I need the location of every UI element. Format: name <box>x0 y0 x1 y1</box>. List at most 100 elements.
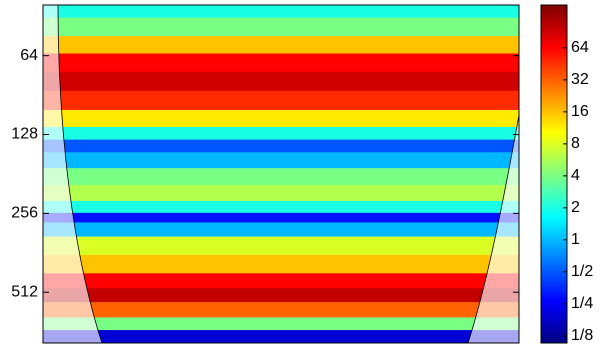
colorbar-swatch <box>541 202 567 206</box>
colorbar-swatch <box>541 89 567 93</box>
heat-band <box>43 200 519 214</box>
y-tick-label: 64 <box>20 47 38 64</box>
plot-frame <box>42 4 520 344</box>
colorbar-swatch <box>541 162 567 167</box>
colorbar-swatch <box>541 61 567 65</box>
colorbar-swatch <box>541 235 567 240</box>
colorbar-swatch <box>541 323 567 327</box>
colorbar-swatch <box>541 314 567 319</box>
colorbar-swatch <box>541 106 567 110</box>
colorbar-swatch <box>541 72 567 76</box>
colorbar-swatch <box>541 92 567 96</box>
colorbar-swatch <box>541 185 567 189</box>
colorbar-swatch <box>541 317 567 321</box>
colorbar-swatch <box>541 145 567 150</box>
colorbar-swatch <box>541 41 567 45</box>
colorbar-tick-label: 1/4 <box>571 295 593 312</box>
colorbar-swatch <box>541 258 567 262</box>
colorbar-swatch <box>541 112 567 116</box>
colorbar-swatch <box>541 334 567 338</box>
heat-band <box>43 184 519 202</box>
colorbar-swatch <box>541 283 567 288</box>
colorbar-swatch <box>541 117 567 121</box>
colorbar-swatch <box>541 306 567 310</box>
colorbar-swatch <box>541 182 567 186</box>
colorbar-tick-label: 16 <box>571 103 589 120</box>
colorbar-swatch <box>541 143 567 147</box>
colorbar-swatch <box>541 114 567 119</box>
colorbar-swatch <box>541 16 567 20</box>
colorbar-swatch <box>541 151 567 155</box>
colorbar-swatch <box>541 300 567 305</box>
colorbar-swatch <box>541 21 567 26</box>
heat-band <box>43 139 519 153</box>
heat-band <box>43 302 519 318</box>
colorbar-swatch <box>541 292 567 296</box>
heat-band <box>43 17 519 37</box>
heat-band <box>43 330 519 343</box>
colorbar-tick-label: 4 <box>571 167 580 184</box>
colorbar-swatch <box>541 168 567 172</box>
heat-band <box>43 212 519 223</box>
colorbar-swatch <box>541 50 567 54</box>
colorbar-swatch <box>541 13 567 17</box>
colorbar-swatch <box>541 326 567 330</box>
colorbar-frame <box>540 4 568 344</box>
colorbar-swatch <box>541 24 567 29</box>
cone-of-influence <box>43 5 519 343</box>
y-tick-label: 128 <box>11 126 38 143</box>
colorbar-swatch <box>541 52 567 57</box>
heat-band <box>43 53 519 73</box>
colorbar-swatch <box>541 86 567 90</box>
colorbar-swatch <box>541 126 567 130</box>
colorbar-swatch <box>541 340 567 344</box>
colorbar-swatch <box>541 221 567 226</box>
colorbar-swatch <box>541 289 567 293</box>
colorbar-swatch <box>541 199 567 203</box>
heat-band <box>43 126 519 141</box>
colorbar-swatch <box>541 204 567 209</box>
colorbar-tick-label: 8 <box>571 135 580 152</box>
colorbar-swatch <box>541 165 567 169</box>
heat-band <box>43 109 519 128</box>
colorbar-swatch <box>541 128 567 133</box>
colorbar-swatch <box>541 250 567 254</box>
colorbar-tick-label: 1 <box>571 231 580 248</box>
colorbar-swatch <box>541 137 567 141</box>
heat-band <box>43 222 519 238</box>
y-tick-label: 512 <box>11 283 38 300</box>
colorbar-swatch <box>541 272 567 276</box>
colorbar-swatch <box>541 224 567 229</box>
colorbar-swatch <box>541 35 567 40</box>
colorbar-swatch <box>541 154 567 158</box>
plot-area <box>43 5 519 343</box>
heat-band <box>43 317 519 331</box>
colorbar-swatch <box>541 210 567 214</box>
colorbar-swatch <box>541 44 567 48</box>
colorbar-swatch <box>541 83 567 88</box>
heat-band <box>43 273 519 289</box>
colorbar-swatch <box>541 120 567 124</box>
colorbar-swatch <box>541 255 567 259</box>
heat-band <box>43 5 519 19</box>
colorbar-swatch <box>541 266 567 271</box>
colorbar-swatch <box>541 81 567 85</box>
colorbar-swatch <box>541 230 567 234</box>
heat-band <box>43 152 519 169</box>
colorbar-tick-label: 32 <box>571 71 589 88</box>
colorbar-swatch <box>541 64 567 68</box>
colorbar-swatch <box>541 148 567 152</box>
colorbar-swatch <box>541 134 567 138</box>
colorbar-swatch <box>541 7 567 12</box>
heat-band <box>43 254 519 274</box>
colorbar-swatch <box>541 213 567 217</box>
colorbar-swatch <box>541 58 567 62</box>
colorbar-swatch <box>541 219 567 223</box>
colorbar-tick-label: 1/8 <box>571 327 593 344</box>
colorbar-swatch <box>541 269 567 274</box>
colorbar-swatch <box>541 188 567 192</box>
colorbar-swatch <box>541 38 567 43</box>
colorbar-swatch <box>541 27 567 31</box>
heat-band <box>43 236 519 256</box>
